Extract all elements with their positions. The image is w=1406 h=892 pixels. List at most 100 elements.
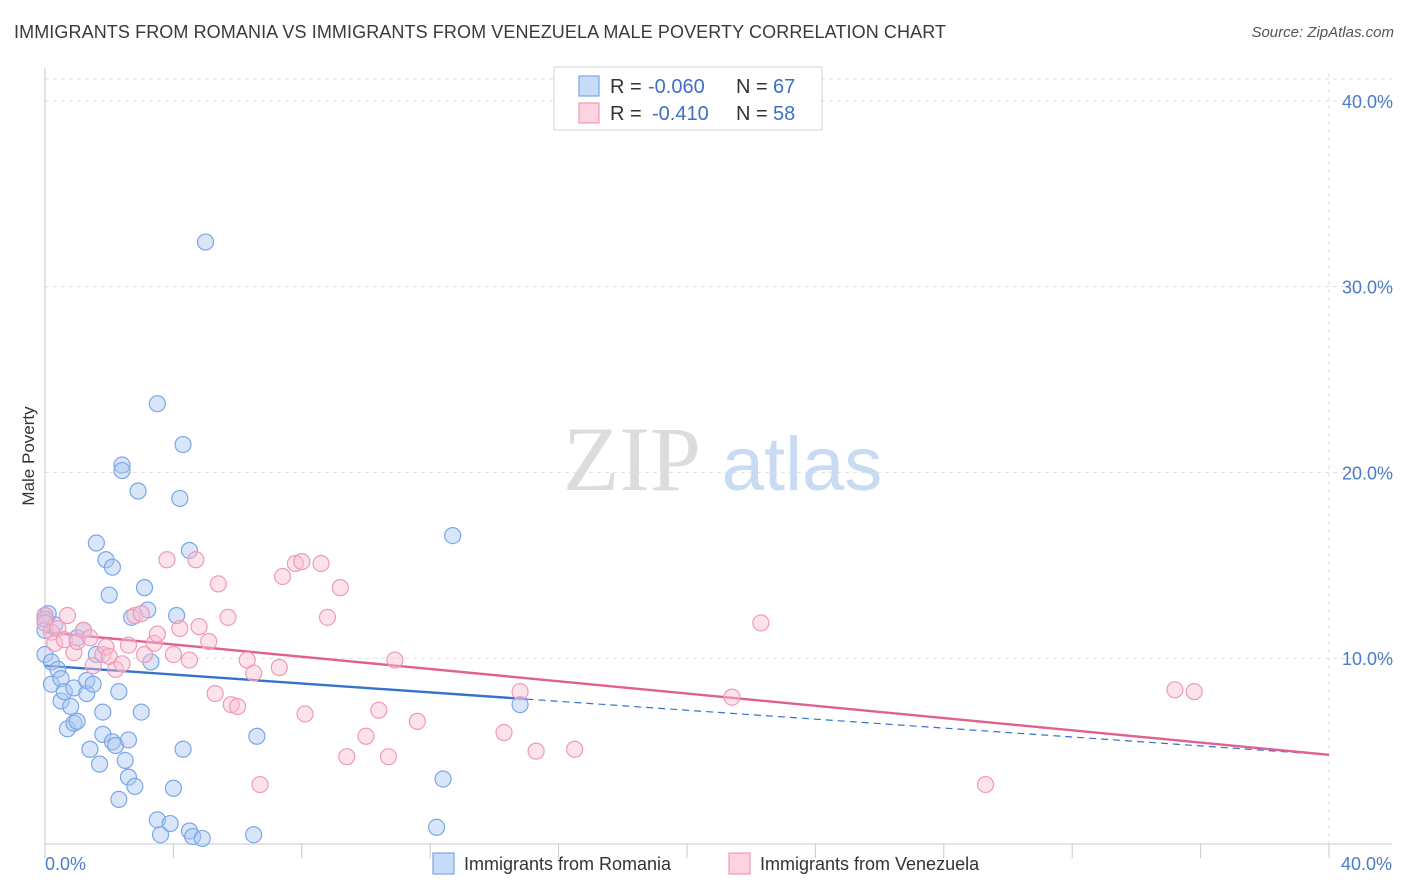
data-point	[62, 697, 80, 716]
data-point	[81, 629, 99, 647]
data-point	[100, 586, 118, 604]
data-point	[209, 575, 227, 593]
y-tick-label: 30.0%	[1342, 278, 1393, 298]
data-point	[379, 748, 398, 766]
stats-legend: R = -0.060 N = 67 R = -0.410 N = 58	[553, 66, 823, 131]
data-point	[1185, 683, 1203, 701]
data-point	[164, 645, 182, 664]
data-point	[229, 697, 247, 716]
data-point	[270, 658, 288, 677]
data-point	[55, 683, 73, 701]
axes	[44, 68, 1392, 858]
data-point	[248, 727, 266, 745]
data-point	[164, 779, 182, 797]
data-point	[190, 618, 208, 636]
data-point	[312, 554, 330, 573]
data-point	[318, 608, 337, 626]
data-point	[187, 551, 205, 569]
data-point	[511, 696, 529, 714]
y-tick-label: 10.0%	[1342, 649, 1393, 669]
data-point	[81, 740, 99, 758]
data-point	[245, 664, 263, 682]
data-point	[65, 679, 83, 697]
series-legend-swatch-romania	[432, 852, 455, 875]
grid-lines	[45, 73, 1392, 844]
legend-r-value: -0.410	[652, 103, 709, 125]
data-point	[52, 670, 70, 688]
data-point	[174, 740, 192, 758]
trend-lines	[44, 631, 1330, 757]
data-point	[408, 712, 426, 730]
data-point	[495, 723, 513, 742]
legend-n-label: N =	[736, 76, 768, 98]
data-point	[145, 634, 163, 652]
data-point	[200, 632, 218, 651]
legend-swatch-romania	[578, 75, 600, 97]
data-point	[107, 736, 125, 755]
y-axis-title: Male Poverty	[19, 406, 38, 506]
data-point	[110, 790, 128, 809]
data-point	[338, 748, 356, 766]
legend-n-value: 67	[773, 76, 795, 98]
data-point	[296, 705, 314, 723]
legend-swatch-venezuela	[578, 102, 600, 124]
data-point	[103, 558, 122, 576]
data-point	[119, 636, 138, 654]
x-tick-label: 0.0%	[45, 854, 86, 874]
data-point	[222, 696, 240, 714]
legend-r-label: R =	[610, 76, 642, 98]
data-point	[68, 712, 86, 730]
y-tick-label: 40.0%	[1342, 92, 1393, 112]
chart-title: IMMIGRANTS FROM ROMANIA VS IMMIGRANTS FR…	[14, 22, 947, 42]
data-point	[171, 489, 189, 508]
series-legend-label-romania: Immigrants from Romania	[464, 854, 672, 874]
data-point	[171, 619, 189, 638]
data-point	[52, 692, 70, 710]
data-point	[148, 625, 166, 643]
data-point	[527, 742, 545, 760]
legend-r-label: R =	[610, 103, 642, 125]
x-tick-labels: 0.0% 40.0%	[45, 854, 1392, 874]
data-point	[116, 751, 134, 769]
data-point	[148, 395, 166, 413]
data-point	[132, 605, 150, 623]
source-label: Source: ZipAtlas.com	[1251, 24, 1394, 41]
data-point	[245, 826, 263, 844]
data-point	[65, 644, 83, 662]
watermark-zip: ZIP	[563, 408, 701, 510]
data-point	[386, 651, 404, 669]
data-point	[126, 777, 144, 796]
data-point	[129, 482, 147, 500]
data-point	[94, 703, 112, 721]
data-point	[428, 818, 446, 836]
data-point	[78, 684, 96, 703]
data-point	[293, 553, 311, 571]
data-points	[36, 233, 1203, 848]
data-point	[752, 614, 770, 632]
data-point	[976, 775, 995, 794]
data-point	[119, 731, 138, 749]
trend-line-romania-extension	[526, 698, 1330, 756]
x-tick-label: 40.0%	[1341, 854, 1392, 874]
data-point	[113, 655, 131, 673]
data-point	[723, 688, 741, 706]
data-point	[151, 826, 170, 844]
data-point	[97, 638, 115, 656]
data-point	[135, 645, 154, 664]
data-point	[566, 740, 584, 758]
data-point	[132, 703, 150, 721]
data-point	[251, 775, 269, 794]
data-point	[180, 541, 199, 560]
data-point	[135, 579, 154, 597]
series-legend-label-venezuela: Immigrants from Venezuela	[760, 854, 980, 874]
data-point	[113, 456, 131, 474]
data-point	[49, 660, 67, 678]
data-point	[113, 461, 131, 480]
data-point	[168, 606, 186, 625]
data-point	[511, 683, 529, 701]
y-tick-label: 20.0%	[1342, 463, 1393, 483]
data-point	[357, 727, 375, 745]
data-point	[87, 534, 105, 552]
data-point	[84, 675, 102, 693]
data-point	[174, 435, 192, 454]
